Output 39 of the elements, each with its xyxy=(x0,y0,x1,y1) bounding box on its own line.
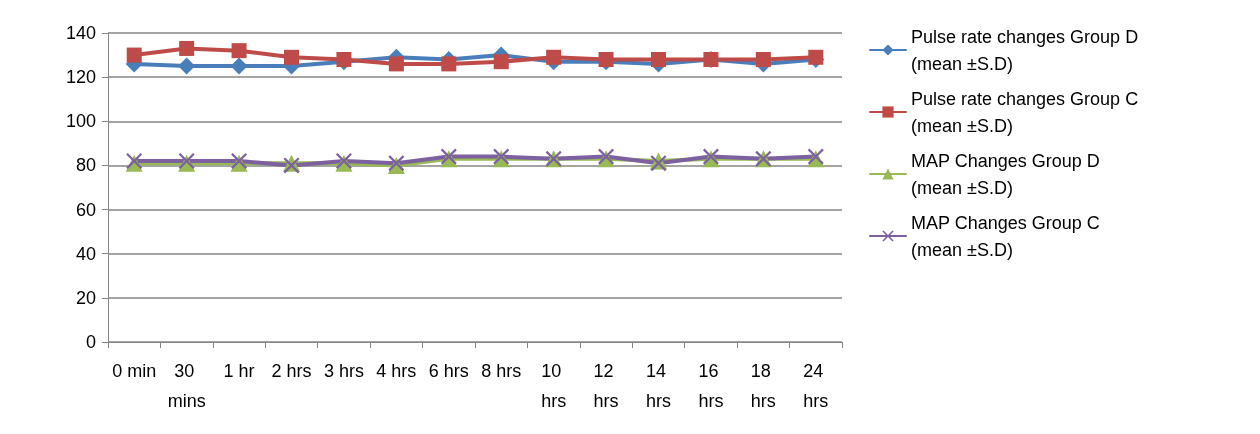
point xyxy=(546,49,562,65)
point xyxy=(755,51,771,67)
x-tick-label: 3 hrs xyxy=(323,361,364,381)
point xyxy=(336,51,352,67)
y-tick-label: 120 xyxy=(65,67,96,88)
point xyxy=(651,51,666,67)
point xyxy=(493,54,509,70)
point xyxy=(284,49,299,65)
point xyxy=(441,56,457,72)
legend-label: Pulse rate changes Group D (mean ±S.D) xyxy=(911,26,1139,74)
y-tick-label: 0 xyxy=(85,332,96,352)
point xyxy=(598,51,614,67)
point xyxy=(126,47,142,63)
x-tick-label: 24 hrs xyxy=(803,361,829,411)
point xyxy=(179,40,195,56)
x-tick-label: 12 hrs xyxy=(593,361,619,411)
x-tick-label: 14 hrs xyxy=(645,361,672,411)
x-tick-label: 2 hrs xyxy=(271,361,312,381)
point xyxy=(230,57,248,75)
x-tick-label: 30 mins xyxy=(167,361,206,411)
legend-label: Pulse rate changes Group C (mean ±S.D) xyxy=(911,88,1139,136)
x-tick-label: 4 hrs xyxy=(376,361,417,381)
x-tick-label: 18 hrs xyxy=(750,361,776,411)
y-tick-label: 60 xyxy=(75,199,96,220)
legend-label: MAP Changes Group D (mean ±S.D) xyxy=(911,150,1100,198)
point xyxy=(231,43,247,59)
y-tick-label: 80 xyxy=(75,155,96,176)
y-tick-label: 140 xyxy=(65,23,96,43)
x-tick-label: 0 min xyxy=(112,361,157,381)
x-tick-label: 10 hrs xyxy=(541,361,567,411)
y-tick-label: 100 xyxy=(65,111,96,132)
legend-label: MAP Changes Group C (mean ±S.D) xyxy=(911,212,1100,260)
x-tick-label: 16 hrs xyxy=(698,361,724,411)
x-tick-label: 1 hr xyxy=(223,361,255,381)
x-tick-label: 6 hrs xyxy=(428,361,469,381)
y-tick-label: 20 xyxy=(75,287,96,308)
point xyxy=(388,56,404,72)
y-tick-label: 40 xyxy=(75,243,96,264)
x-tick-label: 8 hrs xyxy=(481,361,522,381)
